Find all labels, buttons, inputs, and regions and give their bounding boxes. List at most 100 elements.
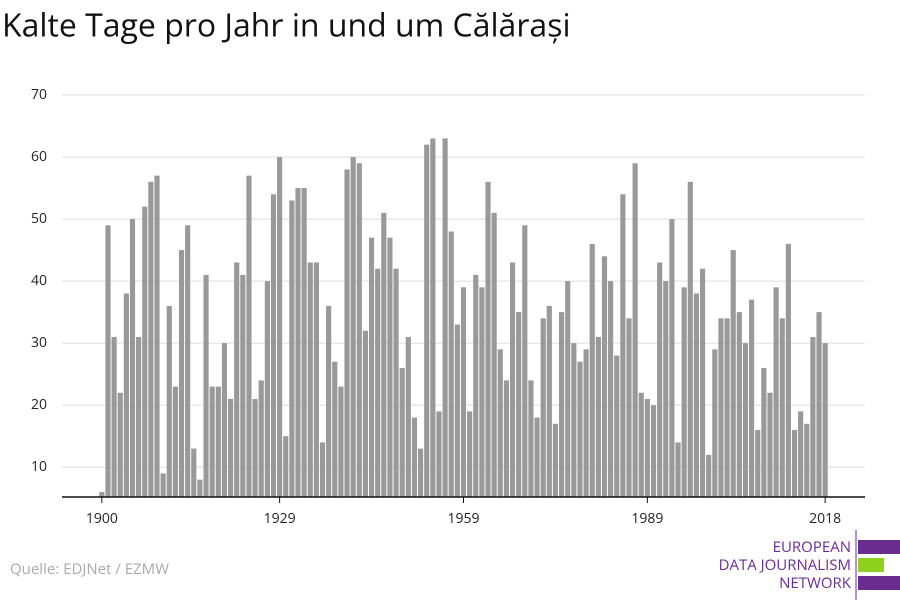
bar — [160, 473, 166, 497]
bar — [755, 430, 761, 497]
bar — [509, 262, 516, 497]
bar — [123, 293, 129, 497]
bar — [546, 305, 552, 497]
x-tick-label: 1929 — [264, 509, 296, 528]
bar — [644, 398, 650, 497]
bar — [804, 423, 810, 497]
bar — [687, 181, 693, 497]
bar — [154, 175, 160, 498]
bar — [405, 336, 411, 497]
y-tick-label: 60 — [31, 147, 47, 166]
bar — [657, 262, 663, 497]
bar — [148, 181, 154, 497]
y-tick-label: 20 — [31, 395, 47, 414]
bar — [479, 287, 485, 497]
bar — [779, 318, 785, 497]
bar — [307, 262, 313, 497]
bar — [528, 380, 534, 497]
bar — [742, 343, 749, 497]
bar — [411, 417, 418, 497]
bar — [650, 405, 657, 497]
bar — [822, 343, 828, 497]
bar — [227, 398, 234, 497]
chart-title: Kalte Tage pro Jahr in und um Călărași — [2, 4, 571, 47]
bar — [111, 336, 117, 497]
bar — [516, 312, 522, 497]
bar — [326, 305, 332, 497]
bar — [277, 157, 283, 497]
bar — [295, 188, 301, 498]
bar — [810, 336, 816, 497]
bar — [301, 188, 307, 498]
y-tick-label: 10 — [31, 457, 47, 476]
x-tick-label: 2018 — [809, 509, 841, 528]
bar — [761, 367, 767, 497]
bar — [344, 169, 350, 497]
bar — [816, 312, 822, 497]
bar — [712, 349, 718, 497]
bar — [375, 268, 381, 497]
bar — [350, 157, 356, 497]
bar — [215, 386, 221, 497]
bar — [332, 361, 338, 497]
bar — [467, 411, 473, 497]
bar — [601, 256, 608, 497]
bar — [319, 442, 326, 497]
bar — [270, 194, 277, 497]
y-tick-label: 70 — [31, 85, 47, 104]
bar — [105, 225, 111, 497]
bar — [773, 287, 779, 497]
bar — [289, 200, 295, 498]
bar — [185, 225, 191, 497]
bar — [338, 386, 344, 497]
bar — [730, 250, 736, 497]
bar — [675, 442, 681, 497]
bar — [583, 349, 589, 497]
bar — [460, 287, 467, 497]
bar — [117, 392, 123, 497]
bar — [209, 386, 215, 497]
bar — [136, 336, 142, 497]
bar — [577, 361, 583, 497]
bar — [552, 423, 559, 497]
y-tick-label: 30 — [31, 333, 47, 352]
bar — [448, 231, 454, 497]
bar — [234, 262, 240, 497]
bar — [313, 262, 319, 497]
bar — [424, 144, 430, 497]
y-tick-label: 50 — [31, 209, 47, 228]
bar — [559, 312, 565, 497]
bar — [485, 181, 491, 497]
bar — [264, 281, 270, 497]
logo-text: NETWORK — [779, 573, 852, 593]
bar — [491, 212, 497, 498]
logo-bar — [858, 540, 900, 554]
bar — [608, 281, 614, 497]
bar — [172, 386, 178, 497]
bar — [454, 324, 460, 497]
bar — [246, 175, 252, 498]
bar — [589, 243, 595, 497]
bar — [522, 225, 528, 497]
y-tick-label: 40 — [31, 271, 47, 290]
bar — [736, 312, 742, 497]
logo-text: DATA JOURNALISM — [719, 555, 851, 575]
bar — [362, 330, 368, 497]
bar — [503, 380, 509, 497]
bar — [166, 305, 172, 497]
bar — [129, 219, 136, 497]
bar — [368, 237, 375, 497]
logo: EUROPEAN DATA JOURNALISM NETWORK — [719, 530, 900, 600]
bar — [399, 367, 405, 497]
bar — [565, 281, 571, 497]
bar — [614, 355, 620, 497]
bar — [178, 250, 185, 497]
bar — [620, 194, 626, 497]
bar — [430, 138, 436, 498]
bar — [203, 274, 209, 497]
bar — [681, 287, 687, 497]
x-tick-label: 1900 — [86, 509, 118, 528]
bar — [191, 448, 197, 497]
logo-bar — [858, 558, 884, 572]
